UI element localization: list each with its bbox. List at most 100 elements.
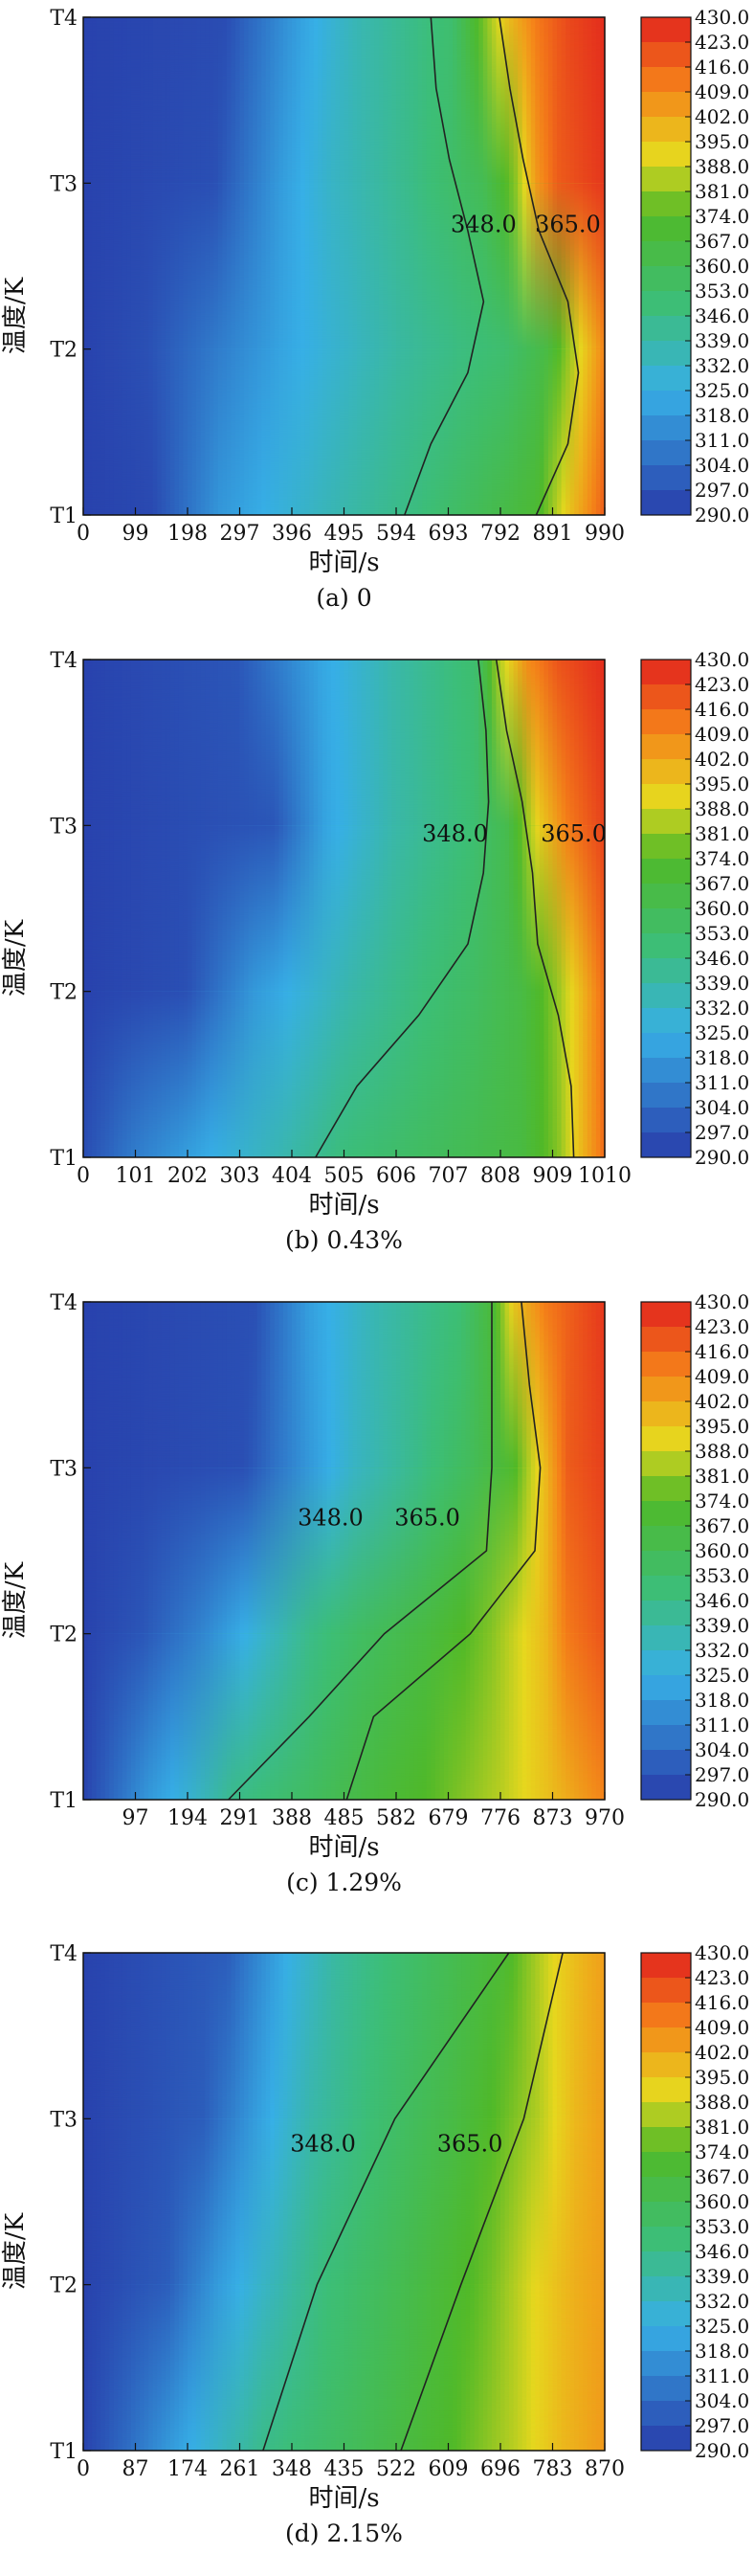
heat-cell (600, 1953, 606, 2285)
colorbar-tick-label: 318.0 (695, 2340, 749, 2363)
heat-cell (278, 17, 284, 184)
heat-cell (261, 1953, 267, 2285)
heat-cell (109, 1953, 115, 2119)
heat-cell (256, 1953, 262, 2119)
heat-cell (513, 1302, 519, 1468)
colorbar-band (641, 67, 691, 93)
heat-cell (387, 1302, 393, 1468)
heat-cell (539, 660, 545, 826)
heat-cell (313, 17, 319, 184)
heat-cell (118, 1953, 123, 2119)
x-tick-label: 582 (376, 1806, 416, 1830)
x-tick-label: 87 (122, 2457, 149, 2481)
heat-cell (434, 1953, 441, 2119)
colorbar-band (641, 440, 691, 466)
x-tick-label: 303 (220, 1164, 260, 1188)
heat-cell (130, 660, 137, 826)
colorbar-band (641, 1033, 691, 1059)
heat-cell (587, 1302, 592, 1468)
colorbar-tick-label: 430.0 (695, 6, 749, 29)
x-tick-label: 194 (167, 1806, 208, 1830)
x-tick-label: 202 (167, 1164, 208, 1188)
heat-cell (387, 1953, 393, 2285)
heat-cell (83, 1302, 89, 1468)
heat-cell (104, 17, 110, 184)
heat-cell (188, 17, 193, 184)
heat-cell (265, 1302, 271, 1468)
colorbar-tick-label: 290.0 (695, 1146, 749, 1169)
colorbar-tick-label: 430.0 (695, 648, 749, 671)
colorbar-band (641, 92, 691, 118)
heat-cell (557, 1953, 563, 2285)
heat-cell (178, 660, 185, 826)
heat-cell (465, 1953, 471, 2285)
x-tick-label: 783 (533, 2457, 573, 2481)
colorbar-band (641, 1576, 691, 1602)
heat-cell (191, 1302, 197, 1468)
heat-cell (491, 660, 498, 826)
heat-cell (595, 17, 602, 184)
panel-caption: (b) 0.43% (285, 1226, 403, 1254)
y-tick-label: T4 (50, 7, 78, 31)
heat-cell (330, 1302, 337, 1468)
heat-cell (583, 17, 588, 184)
heat-cell (304, 1953, 310, 2119)
heat-cell (509, 660, 515, 826)
heat-cell (296, 1302, 301, 1468)
heat-cell (274, 1302, 279, 1468)
heat-cell (261, 1953, 267, 2119)
colorbar-band (641, 1750, 691, 1776)
heat-cell (92, 1953, 98, 2119)
heat-cell (231, 1302, 236, 1468)
heat-cell (148, 1302, 154, 1468)
y-tick-label: T4 (50, 1942, 78, 1966)
heat-cell (161, 1302, 166, 1468)
heat-cell (526, 660, 532, 826)
x-tick-label: 606 (376, 1164, 416, 1188)
colorbar-band (641, 316, 691, 342)
heat-cell (135, 17, 141, 184)
heat-cell (222, 1953, 228, 2119)
heat-cell (330, 660, 337, 826)
colorbar-band (641, 2152, 691, 2178)
heat-cell (453, 1953, 458, 2119)
heat-cell (431, 1953, 436, 2285)
heat-cell (487, 17, 493, 184)
colorbar-band (641, 1978, 691, 2004)
heat-cell (478, 660, 484, 826)
x-tick-label: 97 (122, 1806, 149, 1830)
heat-cell (413, 1302, 419, 1468)
heat-cell (518, 1953, 523, 2285)
heat-cell (348, 17, 354, 184)
colorbar-band (641, 2077, 691, 2103)
heat-cell (292, 17, 298, 184)
colorbar-tick-label: 290.0 (695, 1788, 749, 1811)
colorbar-band (641, 933, 691, 959)
heat-cell (383, 1302, 388, 1468)
heat-cell (557, 17, 563, 184)
panel-caption: (a) 0 (316, 584, 371, 612)
heat-cell (409, 660, 414, 826)
colorbar-tick-label: 374.0 (695, 1490, 749, 1512)
heat-cell (352, 1953, 358, 2285)
heat-cell (474, 1302, 479, 1468)
heat-cell (417, 660, 423, 826)
colorbar-band (641, 908, 691, 934)
colorbar-band (641, 859, 691, 885)
heat-cell (188, 660, 193, 826)
heat-cell (256, 1953, 262, 2285)
x-tick-label: 404 (272, 1164, 312, 1188)
heat-cell (482, 660, 488, 826)
heat-cell (369, 660, 375, 826)
heat-cell (391, 1953, 397, 2119)
heat-cell (400, 17, 406, 184)
x-tick-label: 522 (376, 2457, 416, 2481)
colorbar-tick-label: 430.0 (695, 1290, 749, 1313)
heat-cell (287, 660, 293, 826)
heat-cell (461, 1953, 467, 2285)
colorbar: 430.0423.0416.0409.0402.0395.0388.0381.0… (640, 648, 749, 1169)
heat-cell (113, 1302, 119, 1468)
heat-cell (100, 17, 106, 184)
x-tick-label: 388 (272, 1806, 312, 1830)
colorbar-tick-label: 353.0 (695, 1564, 749, 1587)
